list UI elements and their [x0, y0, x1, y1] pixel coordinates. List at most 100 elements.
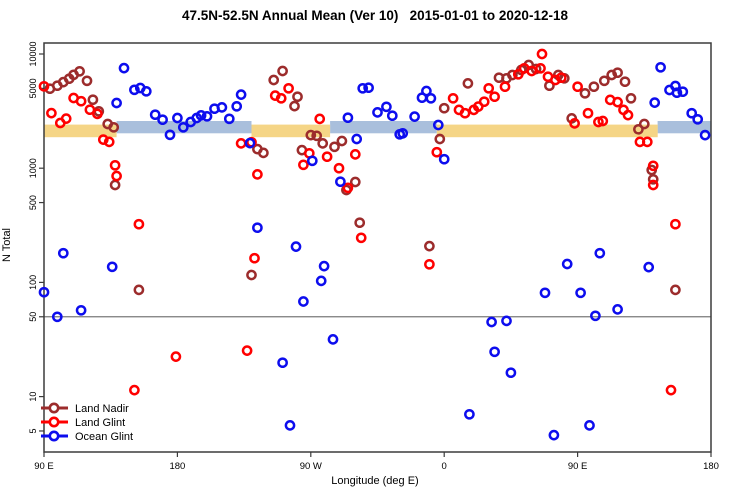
- data-point-land-glint: [622, 109, 634, 121]
- data-point-ocean-glint: [195, 110, 207, 121]
- data-point-ocean-glint: [75, 304, 87, 316]
- data-point-ocean-glint: [235, 89, 247, 100]
- data-point-land-glint: [103, 136, 115, 148]
- data-point-land-nadir: [109, 179, 121, 191]
- y-tick-label: 50: [28, 312, 38, 322]
- data-point-land-nadir: [619, 76, 631, 88]
- data-point-land-nadir: [462, 78, 474, 89]
- data-point-land-glint: [321, 151, 333, 163]
- data-point-land-glint: [665, 384, 677, 396]
- data-point-land-glint: [555, 72, 567, 84]
- legend-marker: [48, 402, 60, 414]
- data-point-land-nadir: [647, 173, 659, 185]
- x-tick-label: 0: [442, 461, 447, 472]
- data-point-land-nadir: [588, 81, 600, 93]
- data-point-land-nadir: [336, 135, 348, 147]
- data-point-ocean-glint: [409, 111, 420, 122]
- data-point-land-nadir: [598, 75, 610, 87]
- data-point-land-glint: [478, 96, 490, 108]
- data-point-land-glint: [424, 258, 435, 270]
- data-point-ocean-glint: [505, 367, 517, 379]
- land-band-segment: [251, 124, 331, 138]
- data-point-land-nadir: [311, 130, 323, 142]
- data-point-ocean-glint: [386, 110, 398, 122]
- y-tick-label: 10000: [28, 41, 38, 66]
- data-point-land-glint: [647, 160, 659, 172]
- legend-label-ocean-glint: Ocean Glint: [75, 431, 133, 443]
- data-point-ocean-glint: [590, 310, 601, 322]
- data-point-ocean-glint: [351, 133, 363, 145]
- data-point-ocean-glint: [425, 92, 437, 104]
- data-point-ocean-glint: [298, 296, 309, 307]
- data-point-ocean-glint: [357, 82, 369, 94]
- data-point-land-glint: [612, 96, 623, 108]
- data-point-land-glint: [38, 80, 50, 92]
- x-axis-title: Longitude (deg E): [331, 475, 419, 487]
- data-point-land-glint: [550, 74, 561, 86]
- data-point-land-glint: [641, 136, 653, 148]
- data-point-land-nadir: [438, 102, 450, 114]
- data-point-land-nadir: [354, 217, 366, 229]
- data-point-ocean-glint: [584, 420, 595, 431]
- data-point-ocean-glint: [342, 112, 354, 124]
- data-point-land-glint: [512, 68, 524, 80]
- data-point-land-glint: [483, 82, 495, 94]
- data-point-ocean-glint: [106, 261, 118, 273]
- data-point-ocean-glint: [140, 85, 152, 97]
- data-point-land-nadir: [329, 141, 340, 153]
- data-point-land-nadir: [268, 74, 280, 86]
- data-point-ocean-glint: [464, 408, 475, 420]
- data-point-ocean-glint: [575, 287, 586, 299]
- data-point-ocean-glint: [284, 420, 296, 431]
- data-point-ocean-glint: [318, 260, 330, 272]
- y-tick-label: 5: [28, 428, 38, 433]
- x-tick-label: 180: [703, 461, 719, 472]
- data-point-land-glint: [593, 116, 604, 128]
- data-point-land-nadir: [633, 123, 644, 135]
- data-point-land-glint: [447, 92, 459, 104]
- data-point-ocean-glint: [501, 315, 512, 327]
- data-point-land-glint: [333, 162, 345, 174]
- data-point-land-nadir: [424, 240, 435, 252]
- data-point-land-nadir: [317, 138, 329, 149]
- data-point-ocean-glint: [172, 112, 183, 124]
- plot-border: [43, 42, 712, 453]
- data-point-land-glint: [249, 252, 260, 264]
- data-point-land-nadir: [277, 65, 288, 77]
- data-point-ocean-glint: [315, 275, 327, 287]
- data-point-ocean-glint: [432, 119, 444, 131]
- legend-label-land-glint: Land Glint: [75, 417, 125, 429]
- data-point-ocean-glint: [290, 241, 302, 252]
- data-point-land-nadir: [133, 284, 145, 296]
- data-point-land-nadir: [258, 147, 269, 159]
- data-point-ocean-glint: [686, 107, 698, 119]
- data-point-land-nadir: [87, 94, 99, 106]
- data-point-ocean-glint: [177, 121, 189, 133]
- legend-marker: [48, 430, 60, 442]
- data-point-land-glint: [46, 107, 57, 119]
- data-point-land-glint: [670, 218, 681, 230]
- data-point-ocean-glint: [643, 261, 655, 273]
- data-point-land-glint: [109, 159, 121, 171]
- data-point-ocean-glint: [649, 97, 661, 108]
- data-point-ocean-glint: [57, 247, 69, 259]
- data-point-land-glint: [597, 115, 609, 127]
- data-point-ocean-glint: [216, 102, 228, 113]
- data-point-land-glint: [170, 351, 182, 362]
- data-point-ocean-glint: [306, 155, 318, 167]
- data-point-ocean-glint: [231, 100, 243, 112]
- data-point-land-nadir: [81, 75, 93, 87]
- data-point-land-nadir: [507, 69, 518, 81]
- data-point-land-glint: [489, 91, 500, 103]
- data-point-land-glint: [275, 92, 287, 104]
- y-tick-label: 100: [28, 275, 38, 290]
- data-point-ocean-glint: [699, 129, 711, 141]
- data-point-ocean-glint: [363, 82, 374, 94]
- data-point-land-glint: [526, 65, 538, 77]
- y-tick-label: 10: [28, 392, 38, 402]
- data-point-land-glint: [92, 108, 103, 120]
- data-point-ocean-glint: [129, 84, 140, 96]
- data-point-land-nadir: [638, 118, 650, 130]
- data-point-land-nadir: [292, 91, 303, 103]
